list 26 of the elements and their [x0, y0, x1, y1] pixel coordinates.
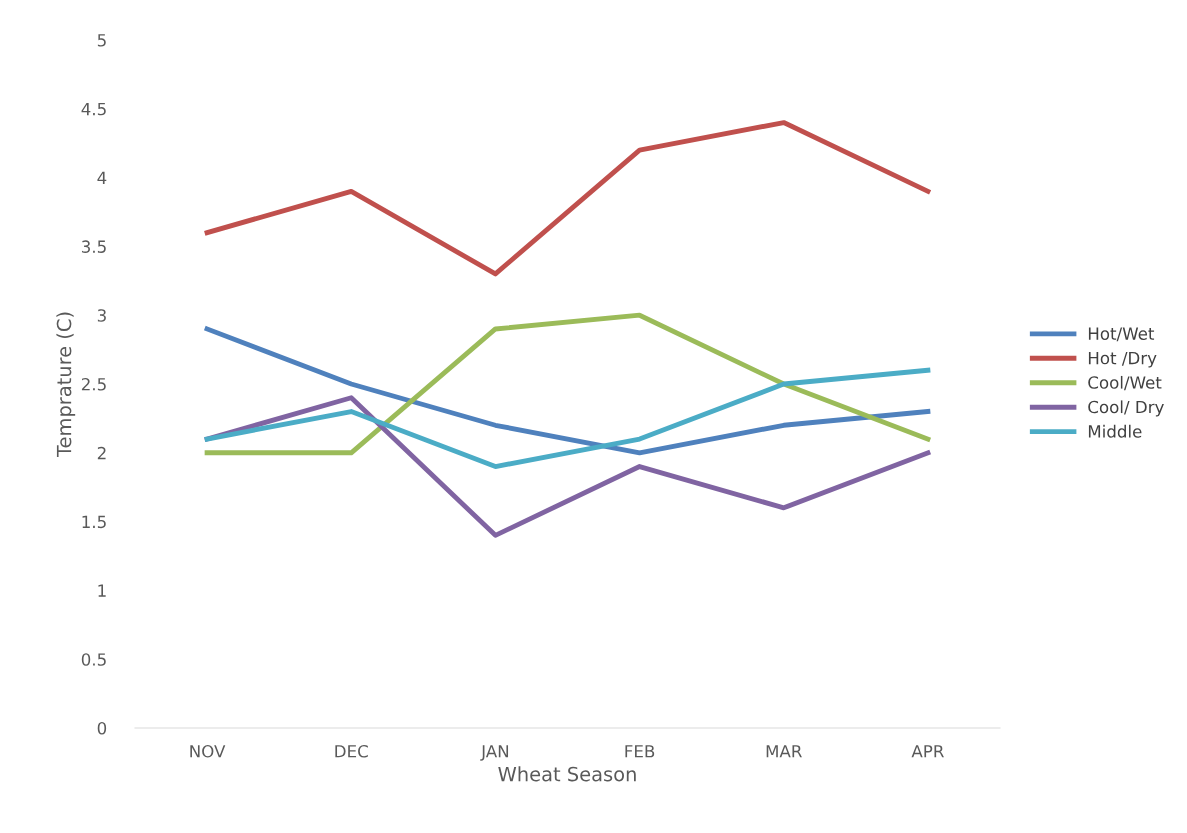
line-series [204, 367, 931, 469]
y-tick-label: 1 [98, 584, 106, 597]
y-tick-label: 0 [97, 721, 107, 735]
y-tick-label: 0.5 [81, 653, 106, 666]
y-tick-label: 4.5 [81, 102, 106, 116]
x-tick-label: MAR [766, 745, 802, 758]
legend-label: Cool/ Dry [1088, 400, 1164, 417]
x-tick-label: JAN [480, 745, 509, 761]
line-series [204, 120, 931, 277]
y-tick-label: 3.5 [81, 240, 106, 253]
y-tick-label: 4 [97, 171, 107, 184]
y-tick-label: 1.5 [82, 515, 106, 529]
y-tick-label: 5 [97, 34, 106, 47]
x-tick-label: FEB [625, 745, 655, 758]
x-axis-title: Wheat Season [498, 766, 636, 782]
legend-label: Hot /Dry [1088, 351, 1157, 368]
legend-label: Middle [1088, 424, 1142, 438]
y-tick-label: 3 [97, 309, 106, 322]
x-tick-label: APR [911, 745, 944, 758]
x-tick-label: DEC [335, 744, 368, 758]
legend-label: Hot/Wet [1088, 327, 1155, 342]
y-tick-label: 2 [97, 446, 106, 460]
legend-label: Cool/Wet [1088, 375, 1162, 391]
y-tick-label: 2.5 [81, 377, 106, 391]
y-axis-title: Temprature (C) [56, 312, 76, 458]
x-tick-label: NOV [190, 744, 226, 758]
